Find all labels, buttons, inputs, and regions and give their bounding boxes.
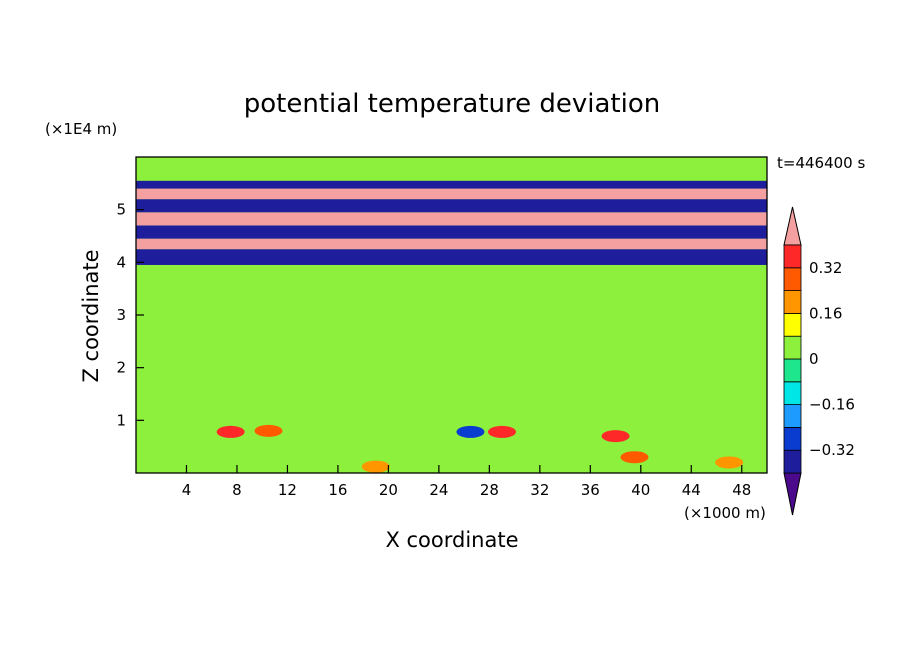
- colorbar-segment: [783, 449, 802, 474]
- field-band-3: [136, 238, 767, 250]
- colorbar-label: 0.16: [809, 304, 842, 322]
- x-tick-label: 4: [182, 481, 192, 499]
- colorbar-segment: [783, 290, 802, 314]
- x-tick-label: 20: [379, 481, 398, 499]
- x-tick-label: 28: [480, 481, 499, 499]
- field-feature-6: [620, 451, 649, 464]
- y-unit-label: (×1E4 m): [45, 120, 117, 138]
- y-axis-label: Z coordinate: [79, 249, 103, 382]
- x-axis: 4 8 12 16 20 24 28 32 36 40 44 48: [182, 465, 751, 499]
- colorbar-segment: [783, 267, 802, 291]
- x-tick-label: 16: [328, 481, 347, 499]
- time-label: t=446400 s: [777, 154, 865, 172]
- y-tick-label: 5: [116, 201, 126, 219]
- field-band-9: [136, 157, 767, 181]
- y-tick-label: 1: [116, 411, 126, 429]
- field-band-2: [136, 249, 767, 265]
- x-tick-label: 48: [732, 481, 751, 499]
- field-band-8: [136, 180, 767, 189]
- colorbar-segment: [783, 312, 802, 337]
- field-feature-2: [361, 460, 390, 473]
- x-tick-label: 40: [631, 481, 650, 499]
- field-band-7: [136, 188, 767, 200]
- field-feature-0: [216, 425, 245, 438]
- colorbar-extend-max: [783, 206, 802, 246]
- field-feature-7: [715, 456, 744, 469]
- field-band-5: [136, 212, 767, 226]
- colorbar-extend-min: [783, 472, 802, 516]
- y-tick-label: 4: [116, 253, 126, 271]
- colorbar-segment: [783, 244, 802, 269]
- field-feature-5: [601, 430, 630, 443]
- x-unit-label: (×1000 m): [684, 504, 766, 522]
- colorbar: 0.32 0.16 0 −0.16 −0.32: [783, 206, 855, 516]
- colorbar-label: 0: [809, 350, 819, 368]
- y-axis: 1 2 3 4 5: [116, 201, 144, 429]
- x-tick-label: 44: [682, 481, 701, 499]
- x-tick-label: 24: [429, 481, 448, 499]
- field-feature-1: [254, 424, 283, 437]
- y-tick-label: 3: [116, 306, 126, 324]
- x-tick-label: 32: [530, 481, 549, 499]
- field-band-6: [136, 199, 767, 213]
- colorbar-segment: [783, 426, 802, 451]
- field-feature-3: [456, 425, 485, 438]
- x-tick-label: 8: [232, 481, 242, 499]
- colorbar-label: 0.32: [809, 259, 842, 277]
- y-tick-label: 2: [116, 359, 126, 377]
- chart-title: potential temperature deviation: [244, 89, 660, 119]
- colorbar-label: −0.32: [809, 441, 855, 459]
- field-band-4: [136, 225, 767, 239]
- colorbar-segment: [783, 381, 802, 405]
- colorbar-segment: [783, 335, 802, 360]
- colorbar-segment: [783, 358, 802, 383]
- colorbar-label: −0.16: [809, 396, 855, 414]
- colorbar-segment: [783, 404, 802, 428]
- x-axis-label: X coordinate: [385, 528, 518, 552]
- field-feature-4: [487, 425, 516, 438]
- field-band-1: [136, 264, 767, 429]
- x-tick-label: 36: [581, 481, 600, 499]
- plot-area: [135, 156, 768, 474]
- x-tick-label: 12: [278, 481, 297, 499]
